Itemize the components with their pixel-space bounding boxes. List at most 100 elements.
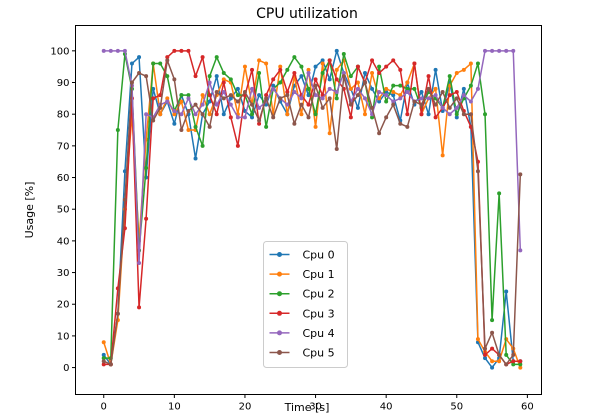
data-point-cpu-1 (362, 112, 367, 117)
data-point-cpu-3 (214, 112, 219, 117)
data-point-cpu-5 (341, 74, 346, 79)
data-point-cpu-2 (165, 74, 170, 79)
data-point-cpu-2 (490, 318, 495, 323)
data-point-cpu-4 (419, 96, 424, 101)
data-point-cpu-3 (271, 77, 276, 82)
data-point-cpu-1 (468, 61, 473, 66)
y-tick-label: 0 (63, 363, 69, 374)
data-point-cpu-5 (426, 86, 431, 91)
data-point-cpu-3 (398, 67, 403, 72)
data-point-cpu-5 (370, 105, 375, 110)
data-point-cpu-3 (391, 58, 396, 63)
data-point-cpu-3 (447, 93, 452, 98)
data-point-cpu-0 (207, 99, 212, 104)
data-point-cpu-2 (228, 77, 233, 82)
legend-item-cpu-5: Cpu 5 (269, 347, 335, 360)
data-point-cpu-2 (405, 86, 410, 91)
data-point-cpu-5 (483, 346, 488, 351)
data-point-cpu-5 (313, 83, 318, 88)
legend-item-cpu-0: Cpu 0 (269, 249, 335, 262)
data-point-cpu-5 (440, 90, 445, 95)
data-point-cpu-1 (475, 337, 480, 342)
data-point-cpu-1 (334, 67, 339, 72)
data-point-cpu-4 (405, 90, 410, 95)
series-line-cpu-0 (103, 50, 521, 369)
data-point-cpu-2 (377, 64, 382, 69)
data-point-cpu-4 (320, 96, 325, 101)
data-point-cpu-0 (250, 115, 255, 120)
data-point-cpu-1 (405, 80, 410, 85)
data-point-cpu-3 (193, 74, 198, 79)
data-point-cpu-2 (447, 74, 452, 79)
x-tick-label: 60 (521, 402, 534, 413)
data-point-cpu-5 (165, 58, 170, 63)
data-point-cpu-4 (391, 99, 396, 104)
x-tick-label: 50 (450, 402, 463, 413)
data-point-cpu-2 (475, 61, 480, 66)
data-point-cpu-4 (475, 86, 480, 91)
data-point-cpu-1 (461, 67, 466, 72)
data-point-cpu-3 (278, 67, 283, 72)
x-tick-label: 20 (239, 402, 252, 413)
legend-box (263, 241, 348, 368)
data-point-cpu-1 (490, 359, 495, 364)
data-point-cpu-4 (511, 48, 516, 53)
data-point-cpu-3 (426, 74, 431, 79)
data-point-cpu-2 (468, 83, 473, 88)
data-point-cpu-0 (370, 86, 375, 91)
data-point-cpu-2 (186, 93, 191, 98)
x-axis-label: Time [s] (284, 401, 330, 414)
data-point-cpu-3 (313, 77, 318, 82)
x-axis: 0 10 20 30 40 50 60 (101, 394, 534, 413)
data-point-cpu-2 (334, 96, 339, 101)
data-point-cpu-3 (405, 112, 410, 117)
data-point-cpu-5 (511, 352, 516, 357)
data-point-cpu-4 (207, 80, 212, 85)
data-point-cpu-4 (115, 48, 120, 53)
legend-swatch-marker (277, 330, 282, 336)
y-tick-label: 20 (57, 300, 70, 311)
data-point-cpu-0 (235, 86, 240, 91)
y-tick-label: 90 (57, 78, 70, 89)
data-point-cpu-1 (440, 153, 445, 158)
data-point-cpu-4 (228, 102, 233, 107)
data-point-cpu-5 (144, 74, 149, 79)
data-point-cpu-4 (327, 86, 332, 91)
data-point-cpu-2 (306, 86, 311, 91)
data-point-cpu-4 (271, 86, 276, 91)
data-point-cpu-1 (172, 112, 177, 117)
data-point-cpu-3 (186, 48, 191, 53)
data-point-cpu-1 (384, 86, 389, 91)
data-point-cpu-5 (278, 96, 283, 101)
data-point-cpu-4 (235, 115, 240, 120)
data-point-cpu-2 (412, 86, 417, 91)
data-point-cpu-2 (115, 128, 120, 133)
data-point-cpu-2 (511, 362, 516, 367)
data-point-cpu-5 (108, 362, 113, 367)
data-point-cpu-5 (151, 118, 156, 123)
data-point-cpu-4 (313, 93, 318, 98)
data-point-cpu-3 (144, 216, 149, 221)
data-point-cpu-2 (292, 55, 297, 60)
legend-item-cpu-1: Cpu 1 (269, 268, 335, 281)
data-point-cpu-2 (214, 55, 219, 60)
data-point-cpu-1 (299, 112, 304, 117)
legend-label: Cpu 1 (303, 268, 335, 281)
data-point-cpu-4 (362, 96, 367, 101)
x-tick-label: 10 (168, 402, 181, 413)
data-point-cpu-3 (172, 48, 177, 53)
data-point-cpu-5 (242, 90, 247, 95)
y-tick-label: 100 (50, 46, 69, 57)
data-point-cpu-0 (257, 93, 262, 98)
data-point-cpu-2 (384, 99, 389, 104)
data-point-cpu-5 (207, 124, 212, 129)
data-point-cpu-3 (334, 77, 339, 82)
data-point-cpu-2 (151, 61, 156, 66)
data-point-cpu-2 (341, 52, 346, 57)
data-point-cpu-0 (172, 121, 177, 126)
data-point-cpu-5 (412, 99, 417, 104)
data-point-cpu-2 (518, 362, 523, 367)
data-point-cpu-0 (490, 365, 495, 370)
data-point-cpu-0 (419, 90, 424, 95)
data-point-cpu-3 (165, 55, 170, 60)
